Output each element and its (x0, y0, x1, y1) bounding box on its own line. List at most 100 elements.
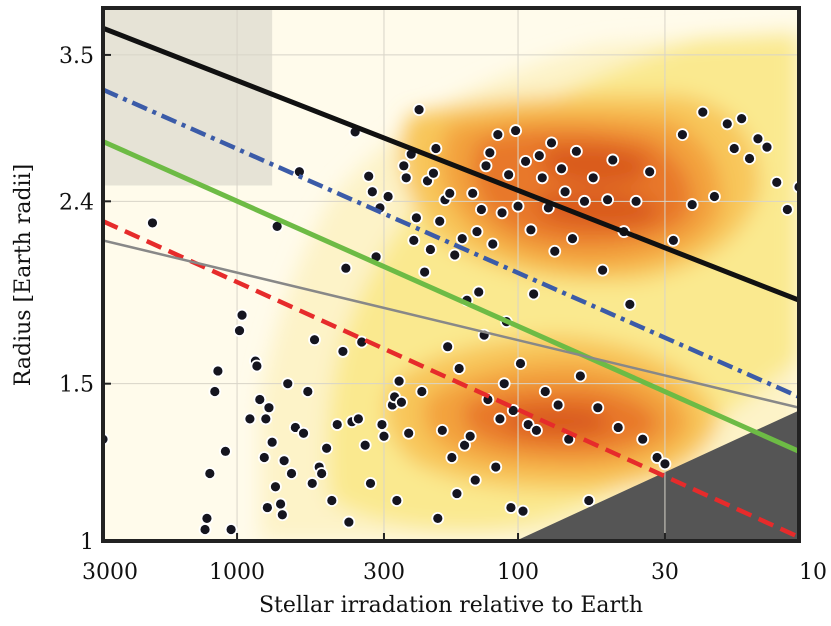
data-point (308, 333, 321, 347)
data-point (412, 103, 426, 117)
data-point (325, 494, 339, 507)
data-point (532, 149, 546, 163)
data-point (463, 429, 477, 443)
x-tick-label: 3000 (82, 560, 138, 585)
x-tick-label: 30 (651, 560, 679, 585)
data-point (676, 128, 689, 142)
data-point (445, 451, 459, 464)
data-point (407, 234, 421, 247)
excluded-region-shade (103, 8, 273, 186)
data-point (636, 432, 650, 446)
y-tick-label: 1.5 (59, 373, 94, 398)
data-point (269, 480, 282, 494)
data-point (146, 216, 159, 230)
data-point (424, 243, 437, 256)
data-point (450, 487, 464, 500)
data-point (429, 142, 443, 155)
data-point (569, 144, 583, 158)
data-point (364, 477, 377, 490)
data-point (339, 261, 353, 275)
data-point (431, 511, 445, 525)
x-axis-title: Stellar irradation relative to Earth (259, 593, 643, 618)
data-point (527, 287, 541, 301)
data-point (524, 223, 538, 237)
data-point (402, 426, 416, 440)
data-point (358, 438, 372, 452)
x-tick-label: 300 (363, 560, 405, 585)
data-point (586, 171, 600, 185)
data-point (397, 159, 411, 173)
data-point (479, 159, 493, 173)
data-point (666, 234, 680, 247)
x-tick-label: 10 (799, 560, 827, 585)
data-point (514, 357, 527, 370)
data-point (435, 423, 449, 437)
data-point (511, 199, 525, 213)
data-point (203, 467, 217, 480)
data-point (224, 523, 238, 536)
data-point (551, 398, 565, 412)
data-point (233, 324, 246, 337)
data-point (362, 169, 376, 183)
data-point (516, 504, 530, 518)
data-point (275, 508, 289, 522)
data-point (504, 501, 518, 514)
data-point (260, 501, 274, 514)
data-point (395, 395, 408, 409)
data-point (601, 193, 614, 207)
data-point (262, 401, 276, 415)
data-point (548, 244, 562, 258)
black-fit-line (103, 25, 799, 303)
data-point (351, 412, 365, 426)
data-point (235, 308, 249, 322)
y-tick-label: 1 (80, 530, 94, 555)
data-point (455, 232, 469, 246)
data-point (305, 477, 319, 490)
data-point (545, 136, 558, 150)
data-point (623, 298, 637, 311)
data-point (342, 515, 356, 529)
data-point (491, 128, 505, 142)
y-tick-label: 3.5 (59, 44, 94, 69)
y-axis-title: Radius [Earth radii] (11, 164, 36, 386)
data-point (708, 190, 721, 203)
data-point (390, 494, 404, 507)
data-point (770, 175, 784, 189)
data-point (743, 152, 756, 165)
data-point (578, 194, 591, 208)
data-point (502, 168, 516, 182)
data-point (392, 374, 406, 388)
data-point (211, 364, 225, 378)
data-point (243, 412, 257, 426)
data-point (489, 460, 503, 474)
green-fit-line (103, 139, 799, 454)
data-point (320, 441, 334, 455)
data-point (509, 124, 523, 137)
data-point (200, 511, 214, 525)
data-point (530, 423, 543, 437)
data-point (555, 162, 568, 176)
data-point (751, 132, 765, 146)
data-point (441, 340, 455, 354)
data-point (519, 155, 532, 168)
data-point (591, 401, 605, 415)
data-point (259, 412, 273, 426)
data-point (535, 171, 549, 185)
data-point (483, 146, 497, 160)
data-point (538, 385, 552, 398)
plot-area (103, 8, 799, 541)
data-point (658, 457, 672, 471)
data-point (573, 369, 587, 383)
data-point (336, 345, 350, 358)
data-point (629, 194, 643, 208)
fit-lines (103, 25, 799, 540)
data-point (415, 385, 429, 398)
data-point (208, 385, 222, 398)
data-point (285, 467, 298, 480)
x-tick-label: 100 (497, 560, 539, 585)
data-points (103, 103, 799, 536)
data-point (596, 263, 610, 277)
data-point (566, 232, 579, 246)
data-point (257, 451, 271, 464)
data-point (297, 426, 310, 440)
